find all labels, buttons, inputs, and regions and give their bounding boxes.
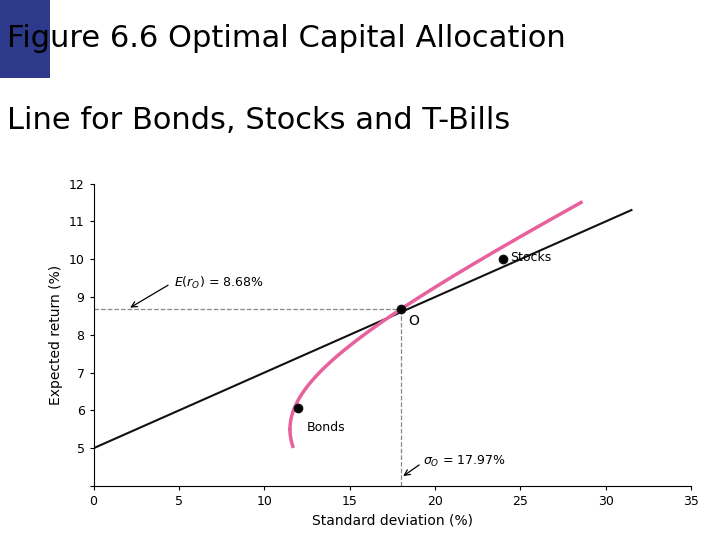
Text: Line for Bonds, Stocks and T-Bills: Line for Bonds, Stocks and T-Bills <box>7 106 510 136</box>
Text: Stocks: Stocks <box>510 251 552 264</box>
Text: Bonds: Bonds <box>307 421 346 434</box>
X-axis label: Standard deviation (%): Standard deviation (%) <box>312 514 473 528</box>
Y-axis label: Expected return (%): Expected return (%) <box>49 265 63 405</box>
Text: $E(r_O)$ = 8.68%: $E(r_O)$ = 8.68% <box>174 274 264 291</box>
Text: Figure 6.6 Optimal Capital Allocation: Figure 6.6 Optimal Capital Allocation <box>7 24 566 52</box>
Text: O: O <box>408 314 418 328</box>
FancyBboxPatch shape <box>0 0 50 78</box>
Text: $\sigma_O$ = 17.97%: $\sigma_O$ = 17.97% <box>423 454 505 469</box>
